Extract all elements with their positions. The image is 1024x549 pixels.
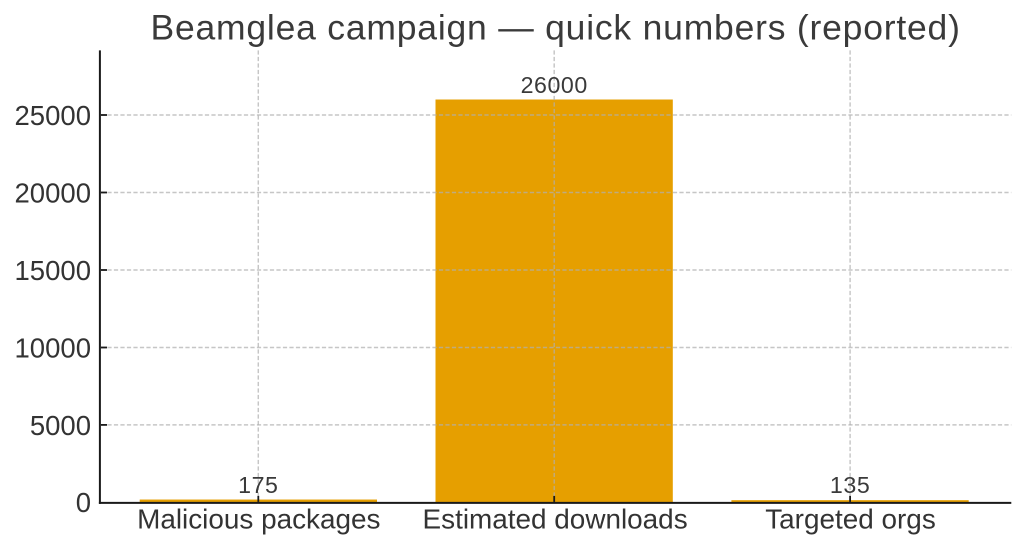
svg-text:175: 175 (238, 472, 278, 498)
svg-text:Malicious packages: Malicious packages (137, 504, 380, 535)
svg-text:26000: 26000 (521, 72, 588, 98)
svg-text:0: 0 (76, 487, 91, 518)
svg-text:Targeted orgs: Targeted orgs (765, 504, 936, 535)
svg-text:5000: 5000 (30, 410, 91, 441)
svg-text:10000: 10000 (15, 332, 91, 363)
svg-text:135: 135 (830, 472, 870, 498)
svg-text:20000: 20000 (15, 177, 91, 208)
svg-text:Beamglea campaign — quick numb: Beamglea campaign — quick numbers (repor… (150, 7, 960, 47)
svg-text:15000: 15000 (15, 255, 91, 286)
svg-text:Estimated downloads: Estimated downloads (423, 504, 688, 535)
svg-text:25000: 25000 (15, 100, 91, 131)
